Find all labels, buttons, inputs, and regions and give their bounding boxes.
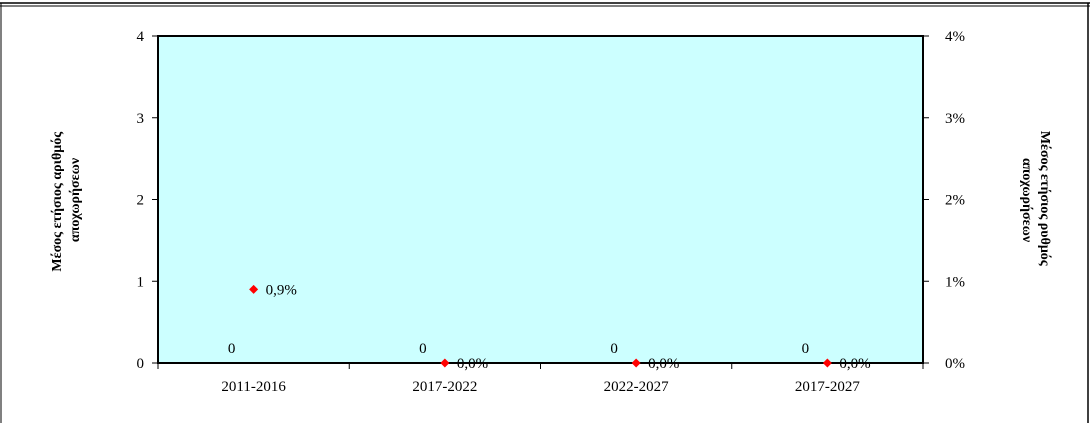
scatter-series: 0,9% 0,0% 0,0% 0,0% <box>249 282 871 372</box>
left-axis-tick-label: 1 <box>137 274 145 290</box>
right-y-axis: 0% 1% 2% 3% 4% <box>923 29 965 372</box>
scatter-value-label: 0,9% <box>266 282 297 298</box>
scatter-value-label: 0,0% <box>457 356 488 372</box>
right-axis-title-line2: αποχωρήσεων <box>1019 158 1034 243</box>
x-axis-category-label: 2011-2016 <box>221 379 286 395</box>
right-axis-tick-label: 2% <box>945 193 965 209</box>
bar-value-label: 0 <box>610 341 618 357</box>
left-axis-tick-label: 2 <box>137 193 145 209</box>
left-axis-title-line1: Μέσος ετήσιος αριθμός <box>50 131 65 272</box>
right-axis-tick-label: 4% <box>945 29 965 45</box>
left-axis-tick-label: 0 <box>137 356 145 372</box>
left-axis-title: Μέσος ετήσιος αριθμός αποχωρήσεων <box>50 128 83 271</box>
bar-value-label: 0 <box>802 341 810 357</box>
right-axis-tick-label: 0% <box>945 356 965 372</box>
scatter-value-label: 0,0% <box>648 356 679 372</box>
scatter-point <box>249 284 259 294</box>
right-axis-title: Μέσος ετήσιος ρυθμός αποχωρήσεων <box>1019 131 1052 269</box>
left-y-axis: 0 1 2 3 4 <box>137 29 158 372</box>
scatter-point <box>822 358 832 368</box>
left-axis-title-line2: αποχωρήσεων <box>68 157 83 242</box>
right-axis-tick-label: 1% <box>945 274 965 290</box>
left-axis-tick-label: 3 <box>137 111 145 127</box>
bar-series-labels: 0 0 0 0 <box>228 341 809 357</box>
x-axis: 2011-2016 2017-2022 2022-2027 2017-2027 <box>157 363 924 395</box>
x-axis-category-label: 2017-2022 <box>412 379 477 395</box>
scatter-point <box>440 358 450 368</box>
right-axis-title-line1: Μέσος ετήσιος ρυθμός <box>1037 131 1052 267</box>
bar-value-label: 0 <box>228 341 236 357</box>
x-axis-category-label: 2022-2027 <box>604 379 669 395</box>
left-axis-tick-label: 4 <box>137 29 145 45</box>
plot-area <box>157 35 924 364</box>
scatter-point <box>631 358 641 368</box>
bar-value-label: 0 <box>419 341 427 357</box>
scatter-value-label: 0,0% <box>839 356 870 372</box>
x-axis-category-label: 2017-2027 <box>795 379 860 395</box>
right-axis-tick-label: 3% <box>945 111 965 127</box>
